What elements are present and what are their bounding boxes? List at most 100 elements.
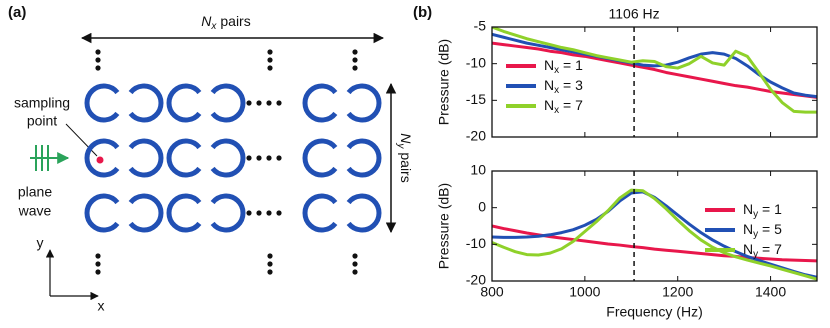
text-part: = 1 (758, 201, 782, 217)
text-part: = 7 (758, 241, 782, 257)
ellipsis-dot (352, 269, 358, 275)
sampling-dot (96, 156, 104, 164)
ellipsis-dot (267, 269, 273, 275)
subscript: x (210, 21, 217, 32)
wave-label: wave (18, 203, 52, 219)
y-tick-label: 0 (478, 198, 486, 214)
text: pairs (398, 152, 414, 182)
resonator (346, 83, 382, 123)
resonator (84, 83, 120, 123)
resonator (346, 138, 382, 178)
text-part: N (743, 201, 753, 217)
ellipsis-dot (276, 100, 282, 106)
text-part: = 1 (559, 57, 583, 73)
resonator (128, 83, 164, 123)
series-line (492, 188, 817, 281)
text-part: x (554, 85, 559, 96)
plot-frame (491, 170, 818, 282)
ellipsis-dot (256, 210, 262, 216)
legend-label: Ny = 7 (743, 241, 782, 260)
text-part: x (554, 65, 559, 76)
resonator (166, 193, 202, 233)
leader (65, 123, 98, 157)
symbol: N (201, 13, 212, 29)
ellipsis-dot (95, 269, 101, 275)
x-tick-label: 1200 (662, 284, 693, 300)
ellipsis-dot (267, 261, 273, 267)
wave-label: plane (18, 184, 52, 200)
text-part: N (743, 241, 753, 257)
resonator (302, 138, 338, 178)
ellipsis-dot (95, 49, 101, 55)
ellipsis-dot (352, 49, 358, 55)
text: pairs (220, 13, 250, 29)
legend-label: Ny = 1 (743, 201, 782, 220)
ellipsis-dot (266, 210, 272, 216)
resonator (346, 193, 382, 233)
resonator (84, 138, 120, 178)
panel-label: (b) (413, 4, 432, 21)
sampling-label: point (27, 113, 57, 129)
legend-label: Ny = 5 (743, 221, 782, 240)
ellipsis-dot (266, 100, 272, 106)
resonator (210, 193, 246, 233)
ellipsis-dot (276, 210, 282, 216)
text-part: = 5 (758, 221, 782, 237)
ellipsis-dot (352, 57, 358, 63)
text-part: y (753, 249, 758, 260)
axis-label: x (98, 298, 105, 314)
ellipsis-dot (267, 49, 273, 55)
ellipsis-dot (266, 155, 272, 161)
series-line (492, 41, 817, 99)
text-part: = 7 (559, 97, 583, 113)
reference-label: 1106 Hz (609, 6, 660, 22)
ellipsis-dot (246, 100, 252, 106)
nx-label: Nx pairs (201, 13, 250, 32)
text-part: = 3 (559, 77, 583, 93)
legend-label: Nx = 3 (544, 77, 583, 96)
x-tick-label: 1400 (755, 284, 786, 300)
y-axis-label: Pressure (dB) (436, 183, 452, 269)
text-part: N (544, 77, 554, 93)
ellipsis-dot (95, 261, 101, 267)
subscript: y (395, 142, 406, 149)
ellipsis-dot (256, 100, 262, 106)
axis-label: y (37, 235, 44, 251)
ny-label: Ny pairs (395, 133, 414, 182)
ellipsis-dot (352, 253, 358, 259)
ellipsis-dot (276, 155, 282, 161)
text-part: x (554, 105, 559, 116)
ellipsis-dot (267, 57, 273, 63)
ellipsis-dot (246, 210, 252, 216)
text-part: y (753, 209, 758, 220)
ellipsis-dot (352, 261, 358, 267)
y-tick-label: -15 (466, 91, 486, 107)
ellipsis-dot (267, 65, 273, 71)
resonator (166, 83, 202, 123)
x-tick-label: 800 (480, 284, 504, 300)
text-part: y (753, 229, 758, 240)
y-tick-label: -10 (466, 54, 486, 70)
resonator (128, 138, 164, 178)
resonator (210, 138, 246, 178)
plot-frame (491, 26, 818, 138)
ellipsis-dot (95, 253, 101, 259)
x-axis-label: Frequency (Hz) (606, 304, 702, 320)
text-part: N (743, 221, 753, 237)
resonator (84, 193, 120, 233)
y-tick-label: -20 (466, 128, 486, 144)
resonator (166, 138, 202, 178)
ellipsis-dot (95, 57, 101, 63)
legend-label: Nx = 1 (544, 57, 583, 76)
resonator (302, 193, 338, 233)
symbol: N (398, 133, 414, 144)
ellipsis-dot (246, 155, 252, 161)
y-tick-label: -20 (466, 272, 486, 288)
resonator (302, 83, 338, 123)
y-tick-label: -5 (474, 18, 487, 34)
x-tick-label: 1000 (569, 284, 600, 300)
panel-label: (a) (8, 4, 26, 21)
resonator-array (84, 49, 382, 275)
